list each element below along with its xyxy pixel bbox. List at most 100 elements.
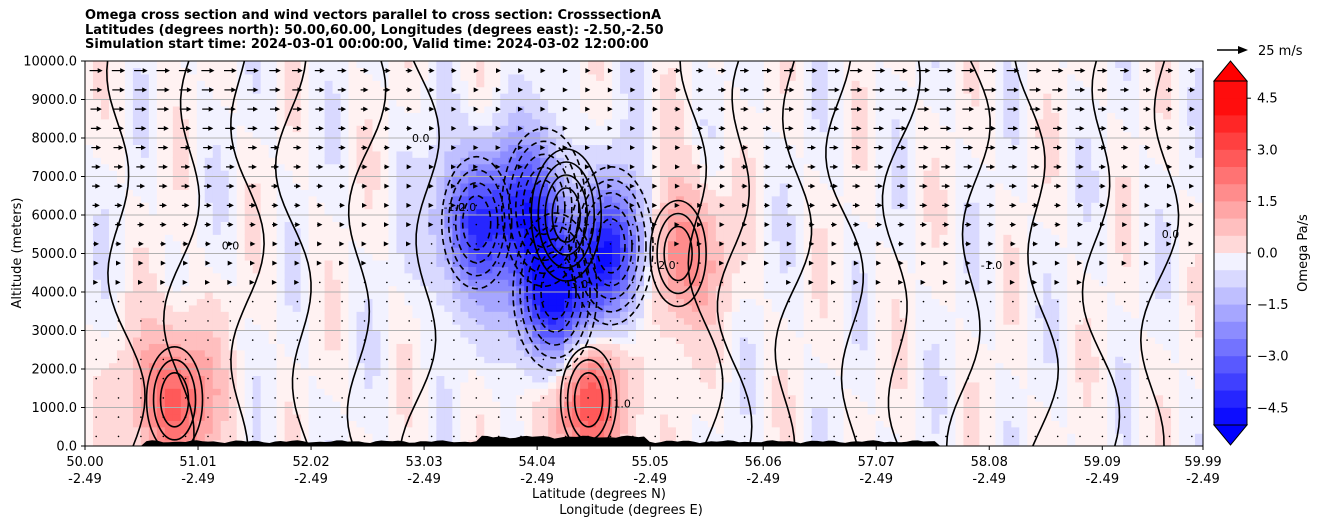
omega-cell [108,330,118,338]
omega-cell [540,170,549,178]
omega-cell [715,176,725,184]
omega-cell [667,247,677,255]
omega-cell [636,433,645,441]
omega-cell [116,240,126,248]
omega-cell [731,285,741,293]
omega-cell [348,138,358,146]
omega-cell [492,157,501,165]
omega-cell [260,285,270,293]
omega-cell [731,324,741,332]
omega-cell [723,298,733,306]
omega-cell [636,311,645,319]
omega-cell [636,61,645,69]
omega-cell [452,407,461,415]
omega-cell [564,259,573,267]
omega-cell [444,80,453,88]
omega-cell [739,324,749,332]
omega-cell [620,375,629,383]
omega-cell [212,105,222,113]
omega-cell [644,234,653,242]
omega-cell [188,369,198,377]
omega-cell [116,356,126,364]
omega-cell [476,157,485,165]
omega-cell [332,240,342,248]
omega-cell [316,420,326,428]
omega-cell [675,292,685,300]
omega-cell [644,433,653,441]
omega-cell [220,343,230,351]
omega-cell [651,439,661,446]
omega-cell [124,343,134,351]
omega-cell [540,73,549,81]
omega-cell [292,227,302,235]
omega-cell [148,93,158,101]
omega-cell [132,272,142,280]
omega-cell [372,215,382,223]
omega-cell [468,369,477,377]
omega-cell [476,388,485,396]
omega-cell [85,118,94,126]
omega-cell [92,73,102,81]
omega-cell [292,324,302,332]
omega-cell [348,426,358,434]
omega-cell [659,388,669,396]
omega-cell [691,163,701,171]
omega-cell [348,189,358,197]
omega-cell [332,176,342,184]
omega-cell [124,144,134,152]
omega-cell [108,73,118,81]
omega-cell [691,375,701,383]
omega-cell [436,298,445,306]
omega-cell [188,259,198,267]
omega-cell [324,247,334,255]
omega-cell [260,330,270,338]
omega-cell [92,375,102,383]
omega-cell [532,407,541,415]
omega-cell [508,324,517,332]
omega-cell [612,362,621,370]
omega-cell [500,394,509,402]
omega-cell [100,80,110,88]
omega-cell [508,369,517,377]
omega-cell [460,356,469,364]
omega-cell [651,317,661,325]
omega-cell [196,266,206,274]
omega-cell [276,285,286,293]
omega-cell [308,279,318,287]
omega-cell [540,215,549,223]
omega-cell [372,150,382,158]
omega-cell [332,407,342,415]
omega-cell [412,362,421,370]
omega-cell [659,112,669,120]
omega-cell [540,118,549,126]
omega-cell [340,401,350,409]
omega-cell [212,317,222,325]
omega-cell [340,298,350,306]
omega-cell [348,336,358,344]
omega-cell [324,208,334,216]
omega-cell [228,234,238,242]
omega-cell [324,388,334,396]
omega-cell [396,157,406,165]
omega-cell [220,208,230,216]
omega-cell [508,362,517,370]
omega-cell [452,118,461,126]
omega-cell [172,259,182,267]
omega-cell [492,324,501,332]
omega-cell [731,298,741,306]
omega-cell [308,93,318,101]
omega-cell [484,157,493,165]
omega-cell [715,285,725,293]
omega-cell [436,157,445,165]
omega-cell [124,86,134,94]
omega-cell [132,176,142,184]
omega-cell [404,80,414,88]
omega-cell [212,349,222,357]
omega-cell [85,324,94,332]
omega-cell [699,375,709,383]
omega-cell [236,202,246,210]
omega-cell [588,330,597,338]
omega-cell [316,208,326,216]
omega-cell [396,253,406,261]
omega-cell [308,253,318,261]
